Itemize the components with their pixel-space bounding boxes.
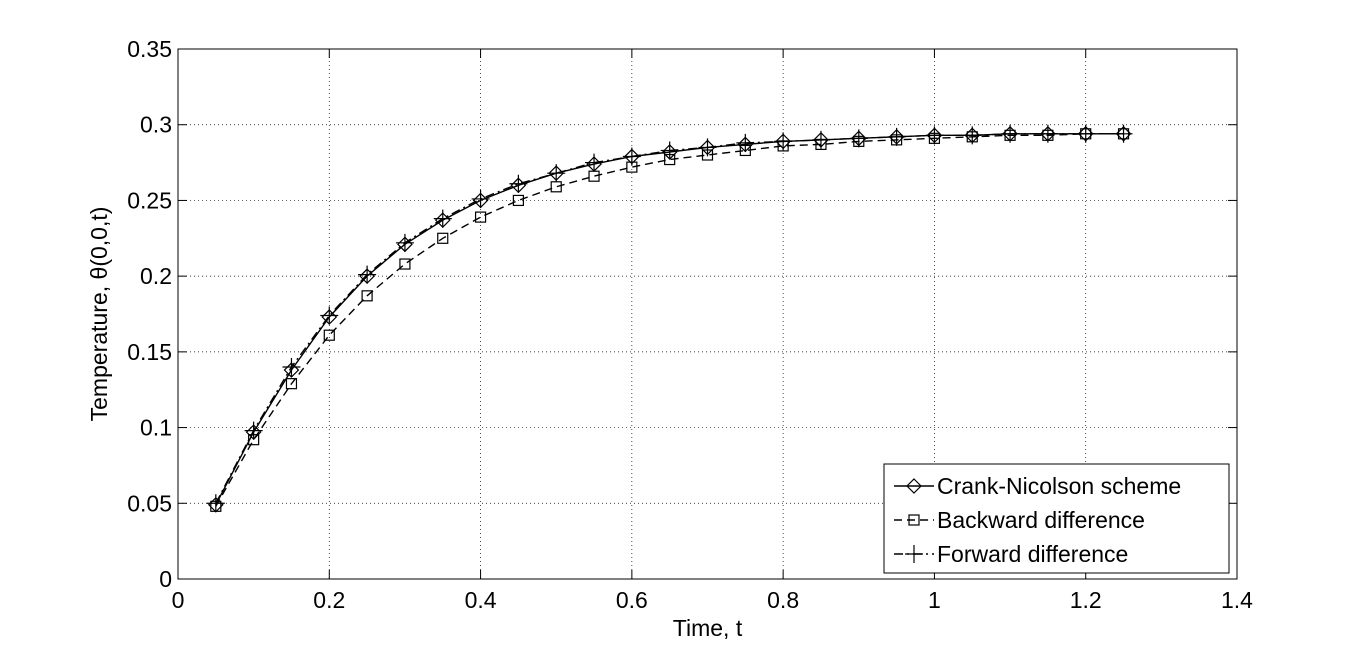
data-point-square bbox=[361, 290, 373, 302]
data-point-plus bbox=[925, 126, 944, 145]
data-point-plus bbox=[320, 306, 339, 325]
y-tick-label: 0.1 bbox=[140, 415, 172, 441]
data-point-square bbox=[437, 232, 449, 244]
data-point-plus bbox=[1114, 124, 1133, 143]
x-tick-label: 0.2 bbox=[313, 587, 345, 613]
legend-box bbox=[883, 463, 1230, 574]
data-point-plus bbox=[509, 174, 528, 193]
data-point-plus bbox=[887, 127, 906, 146]
data-point-plus bbox=[736, 133, 755, 152]
data-point-diamond bbox=[283, 362, 300, 378]
x-axis-title: Time, t bbox=[673, 615, 743, 641]
legend-marker-diamond bbox=[906, 478, 922, 494]
plot-area-frame bbox=[177, 48, 1238, 580]
data-point-plus bbox=[698, 138, 717, 157]
y-axis-title: Temperature, θ(0,0,t) bbox=[86, 207, 112, 422]
series-3 bbox=[206, 124, 1133, 513]
data-point-plus bbox=[774, 132, 793, 151]
data-point-plus bbox=[849, 129, 868, 148]
y-tick-label: 0.05 bbox=[127, 490, 172, 516]
x-tick-label: 1.2 bbox=[1070, 587, 1102, 613]
y-tick-label: 0.15 bbox=[127, 339, 172, 365]
data-point-plus bbox=[963, 126, 982, 145]
plot-series bbox=[206, 124, 1133, 513]
y-tick-label: 0.35 bbox=[127, 36, 172, 62]
data-point-plus bbox=[471, 189, 490, 208]
axis-ticks: 0 0.2 0.4 0.6 0.8 1 1.2 1.4 0 0.05 0.1 0.15 0.2 0.25 0… bbox=[127, 36, 1253, 613]
legend-marker-square bbox=[908, 514, 920, 526]
data-point-plus bbox=[1038, 124, 1057, 143]
legend-label: Backward difference bbox=[937, 507, 1145, 533]
x-tick-label: 0.6 bbox=[616, 587, 648, 613]
data-point-square bbox=[512, 194, 524, 207]
x-tick-label: 0 bbox=[172, 587, 185, 613]
legend-label: Crank-Nicolson scheme bbox=[937, 473, 1181, 499]
x-tick-label: 0.4 bbox=[465, 587, 497, 613]
y-tick-label: 0 bbox=[159, 566, 172, 592]
data-point-plus bbox=[1076, 124, 1095, 143]
data-point-plus bbox=[244, 421, 263, 440]
x-tick-label: 0.8 bbox=[767, 587, 799, 613]
data-point-square bbox=[399, 258, 411, 270]
y-tick-label: 0.25 bbox=[127, 187, 172, 213]
data-point-plus bbox=[622, 147, 641, 166]
data-point-square bbox=[323, 329, 335, 341]
x-tick-label: 1.4 bbox=[1221, 587, 1253, 613]
x-tick-label: 1 bbox=[928, 587, 941, 613]
data-point-plus bbox=[811, 130, 830, 149]
data-point-plus bbox=[395, 233, 414, 252]
data-point-square bbox=[474, 211, 487, 223]
data-point-plus bbox=[585, 153, 604, 172]
data-point-plus bbox=[206, 494, 225, 513]
y-tick-label: 0.2 bbox=[140, 263, 172, 289]
y-tick-label: 0.3 bbox=[140, 112, 172, 138]
data-point-plus bbox=[547, 164, 566, 183]
legend-marker-plus bbox=[905, 545, 923, 563]
data-point-plus bbox=[433, 209, 452, 228]
data-point-plus bbox=[660, 141, 679, 160]
legend-label: Forward difference bbox=[937, 541, 1128, 567]
data-point-square bbox=[285, 378, 298, 390]
data-point-plus bbox=[282, 358, 301, 376]
data-point-plus bbox=[358, 265, 377, 284]
legend: Crank-Nicolson scheme Backward difference… bbox=[883, 463, 1230, 574]
data-point-plus bbox=[1001, 124, 1020, 143]
